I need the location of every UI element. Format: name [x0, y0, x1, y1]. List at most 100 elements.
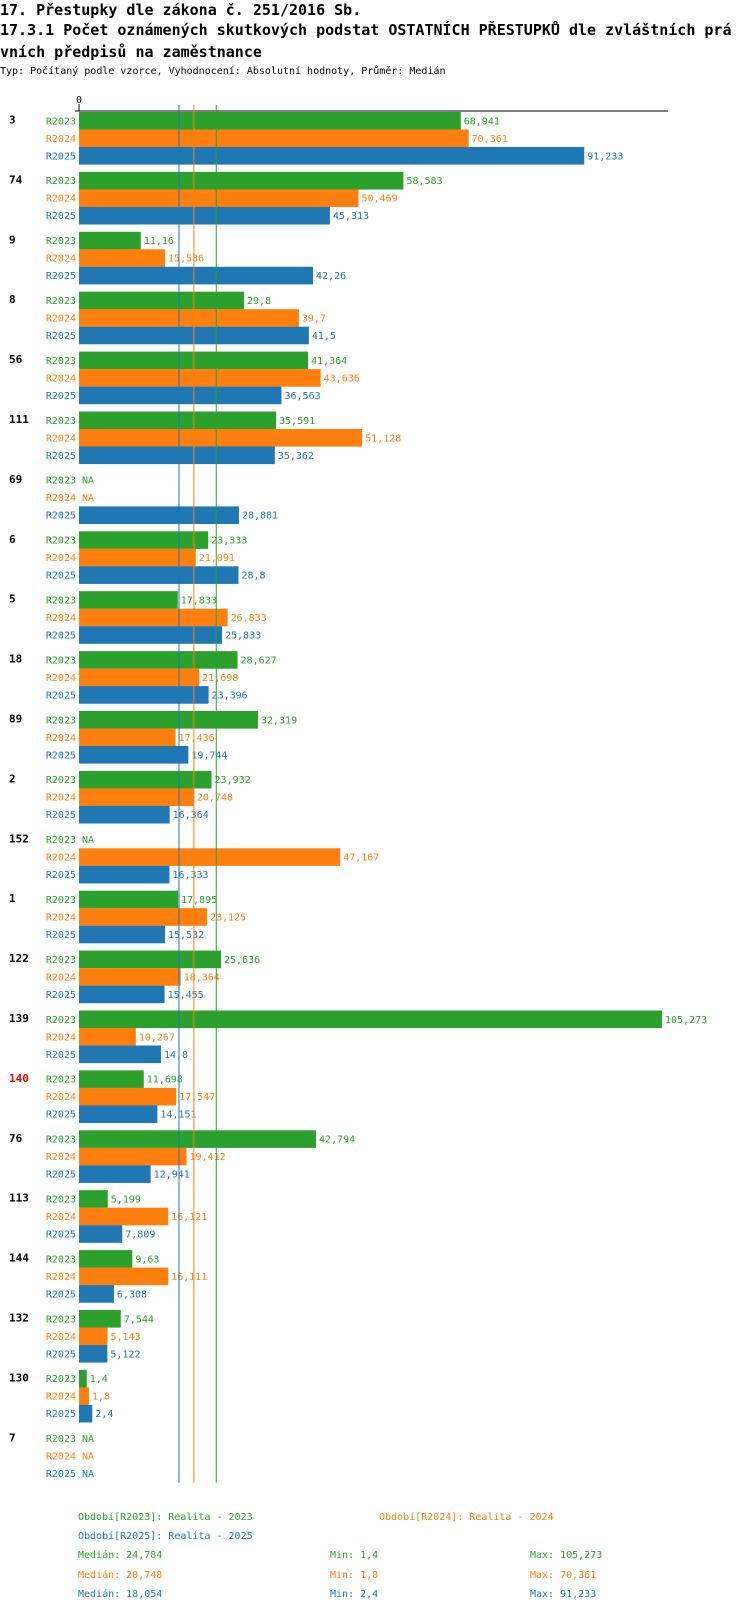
bar-value-label: 7,809 — [125, 1230, 155, 1241]
bar — [79, 129, 469, 148]
series-label: R2024 — [46, 1392, 76, 1403]
series-label: R2023 — [46, 775, 76, 786]
series-label: R2025 — [46, 1349, 76, 1360]
category-label: 144 — [9, 1252, 29, 1265]
bar — [79, 686, 209, 704]
category-label: 5 — [9, 593, 16, 606]
category-label: 111 — [9, 413, 29, 426]
bar — [79, 266, 314, 285]
bar-value-label: 17,547 — [179, 1092, 215, 1103]
series-label: R2025 — [46, 511, 76, 522]
bar — [79, 531, 209, 549]
bar-value-label: 15,536 — [168, 254, 204, 265]
bar — [79, 591, 178, 609]
bar-value-label: 68,941 — [464, 116, 500, 127]
bar — [79, 788, 194, 806]
series-label: R2025 — [46, 211, 76, 222]
series-label: R2024 — [46, 1212, 76, 1223]
series-label: R2024 — [46, 853, 76, 864]
bar — [79, 231, 141, 250]
bar-value-label: 21,698 — [202, 673, 238, 684]
category-label: 132 — [9, 1312, 29, 1325]
series-label: R2023 — [46, 236, 76, 247]
bar-value-label: 43,636 — [324, 373, 360, 384]
category-label: 76 — [9, 1132, 23, 1145]
series-label: R2025 — [46, 271, 76, 282]
series-label: R2025 — [46, 810, 76, 821]
bar — [79, 1105, 158, 1123]
series-label: R2025 — [46, 1469, 76, 1480]
series-label: R2023 — [46, 895, 76, 906]
bar — [79, 728, 176, 747]
series-label: R2025 — [46, 690, 76, 701]
bar-value-label: 23,932 — [215, 775, 251, 786]
bar — [79, 1387, 89, 1405]
series-label: R2023 — [46, 955, 76, 966]
bar-value-label: 51,128 — [365, 433, 401, 444]
bar — [79, 925, 166, 944]
series-label: R2025 — [46, 870, 76, 881]
bar — [79, 1310, 121, 1328]
category-label: 3 — [9, 114, 16, 127]
series-label: R2023 — [46, 715, 76, 726]
bar-value-label: 58,583 — [406, 176, 442, 187]
series-label: R2025 — [46, 571, 76, 582]
bar — [79, 651, 238, 669]
bar — [79, 626, 223, 644]
bar-value-label: 14,151 — [160, 1110, 196, 1121]
series-label: R2023 — [46, 416, 76, 427]
bar-value-label: 15,455 — [168, 990, 204, 1001]
series-label: R2023 — [46, 356, 76, 367]
series-label: R2024 — [46, 793, 76, 804]
series-label: R2024 — [46, 134, 76, 145]
bar-value-label: 16,364 — [173, 810, 209, 821]
category-label: 8 — [9, 293, 16, 306]
bar-value-label: 26,833 — [231, 613, 267, 624]
category-label: 6 — [9, 533, 16, 546]
bar-value-label: 17,833 — [181, 596, 217, 607]
bar — [79, 1130, 316, 1148]
bar-value-label: 41,5 — [312, 331, 336, 342]
chart-title-line3: vních předpisů na zaměstnance — [0, 43, 262, 61]
stat-median-r2024: Medián: 20,748 — [78, 1570, 163, 1581]
bar-value-label: 91,233 — [587, 151, 623, 162]
bar-value-label: 28,627 — [241, 655, 277, 666]
bar-value-label: 11,16 — [144, 236, 174, 247]
chart-subtitle: Typ: Počítaný podle vzorce, Vyhodnocení:… — [0, 66, 446, 77]
series-label: R2023 — [46, 1254, 76, 1265]
chart-title-line2: 17.3.1 Počet oznámených skutkových podst… — [0, 21, 732, 39]
category-label: 7 — [9, 1431, 16, 1444]
series-label: R2025 — [46, 1170, 76, 1181]
na-label: NA — [82, 493, 94, 504]
bar-value-label: 5,122 — [110, 1349, 140, 1360]
category-label: 89 — [9, 713, 22, 726]
series-label: R2023 — [46, 1015, 76, 1026]
category-label: 2 — [9, 772, 16, 785]
bar — [79, 291, 245, 310]
series-label: R2025 — [46, 1230, 76, 1241]
bar — [79, 369, 321, 387]
series-label: R2024 — [46, 1092, 76, 1103]
series-label: R2023 — [46, 835, 76, 846]
bar — [79, 890, 179, 909]
na-label: NA — [82, 1452, 94, 1463]
stat-max-r2023: Max: 105,273 — [530, 1550, 603, 1561]
bar — [79, 1369, 87, 1388]
series-label: R2025 — [46, 451, 76, 462]
series-label: R2023 — [46, 596, 76, 607]
bar — [79, 446, 275, 465]
bar — [79, 189, 359, 207]
bar — [79, 1250, 133, 1268]
series-label: R2024 — [46, 1152, 76, 1163]
bar-value-label: 45,313 — [333, 211, 369, 222]
bar-value-label: 17,895 — [181, 895, 217, 906]
bar-value-label: 19,744 — [191, 750, 227, 761]
bar-value-label: 29,8 — [247, 296, 271, 307]
bar-value-label: 35,591 — [279, 416, 315, 427]
bar-value-label: 5,199 — [111, 1195, 141, 1206]
bar-value-label: 28,881 — [242, 511, 278, 522]
category-label: 139 — [9, 1012, 29, 1025]
bar — [79, 805, 170, 824]
bar — [79, 1165, 151, 1183]
series-label: R2023 — [46, 1314, 76, 1325]
